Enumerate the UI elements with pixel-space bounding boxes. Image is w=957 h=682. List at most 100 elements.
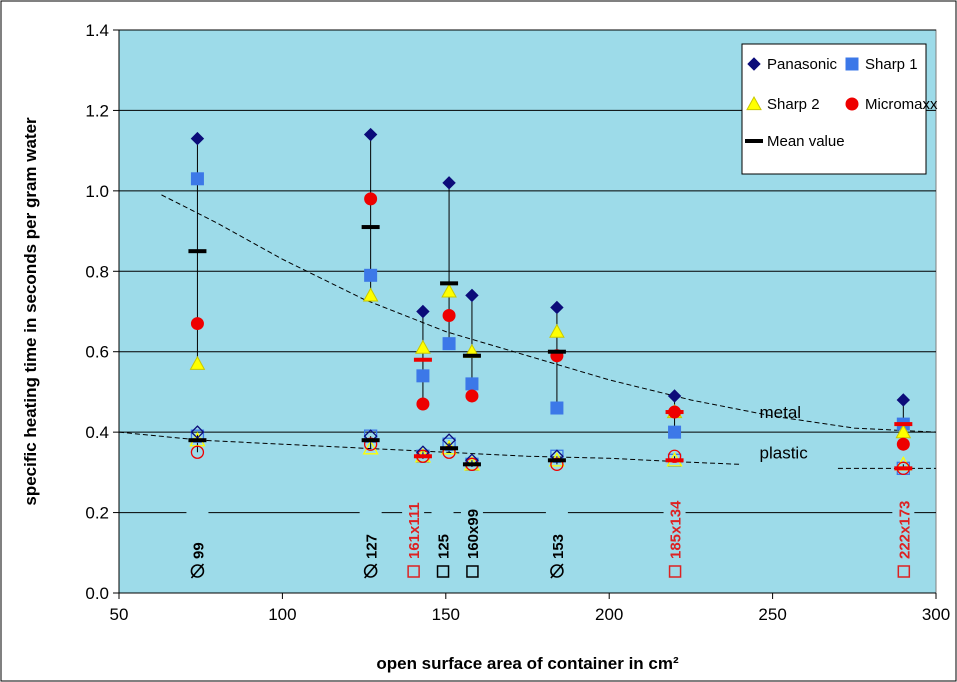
- container-square-icon: [466, 565, 479, 578]
- label-gap: [663, 510, 686, 516]
- x-tick-label: 200: [595, 605, 623, 624]
- grid-lines: [119, 29, 936, 514]
- label-gap: [460, 510, 483, 516]
- diameter-circle: [550, 564, 564, 578]
- legend-mean-marker: [745, 139, 763, 143]
- diameter-slash: [550, 563, 564, 579]
- y-axis-title: specific heating time in seconds per gra…: [21, 117, 40, 506]
- container-dimension-label: 153: [550, 534, 567, 559]
- trend-line: [161, 194, 937, 433]
- x-axis-title: open surface area of container in cm²: [376, 654, 679, 673]
- container-diameter-icon: [550, 563, 564, 579]
- y-tick-label: 1.2: [85, 101, 109, 120]
- y-tick-label: 1.0: [85, 182, 109, 201]
- plastic-mean-marker: [413, 454, 432, 459]
- plastic-mean-marker: [547, 458, 566, 463]
- container-diameter-icon: [363, 563, 378, 579]
- plastic-panasonic-marker: [190, 425, 205, 440]
- micromaxx-marker: [465, 389, 479, 403]
- container-dimension-label: 127: [364, 534, 381, 559]
- mean-marker: [188, 249, 207, 254]
- legend-sharp1-marker: [845, 57, 859, 71]
- container-square-icon: [897, 565, 911, 578]
- legend-label: Micromaxx: [865, 96, 938, 113]
- plastic-mean-marker: [894, 466, 913, 471]
- legend: Panasonic Sharp 1 Sharp 2 Micromaxx Mean val…: [741, 43, 938, 175]
- container-labels: 99 127 161x111 125 160x99 153 185x134 222x173: [186, 500, 915, 579]
- panasonic-marker: [442, 176, 456, 190]
- panasonic-marker: [190, 131, 205, 146]
- legend-item: Sharp 2: [746, 95, 820, 113]
- sharp1-marker: [416, 369, 430, 383]
- legend-micromaxx-marker: [845, 97, 859, 111]
- legend-label: Sharp 1: [865, 56, 918, 73]
- y-tick-label: 0.6: [85, 343, 109, 362]
- plastic-panasonic-marker: [442, 433, 456, 448]
- plastic-micromaxx-marker: [190, 445, 205, 459]
- legend-item: Panasonic: [747, 56, 838, 73]
- sharp2-marker: [441, 283, 457, 298]
- label-gap: [431, 510, 454, 516]
- container-square-icon: [668, 565, 682, 578]
- container-dimension-label: 185x134: [668, 500, 685, 559]
- panasonic-marker: [896, 393, 911, 407]
- sharp2-marker: [189, 355, 206, 370]
- plastic-mean-marker: [440, 446, 459, 451]
- micromaxx-marker: [190, 317, 204, 331]
- x-tick-label: 100: [268, 605, 296, 624]
- label-gap: [359, 510, 382, 516]
- micromaxx-marker: [442, 309, 456, 323]
- data-markers: [188, 127, 913, 475]
- trend-label: metal: [760, 403, 802, 422]
- container-dimension-label: 161x111: [406, 502, 423, 559]
- x-tick-label: 300: [922, 605, 950, 624]
- y-tick-label: 0.8: [85, 262, 109, 281]
- panasonic-marker: [363, 127, 378, 142]
- mean-marker: [462, 353, 481, 358]
- sharp1-marker: [364, 268, 378, 282]
- mean-marker: [361, 225, 380, 230]
- y-tick-label: 1.4: [85, 21, 109, 40]
- legend-panasonic-marker: [747, 57, 761, 71]
- label-gap: [545, 510, 568, 516]
- x-tick-label: 50: [110, 605, 129, 624]
- plastic-mean-marker: [361, 438, 380, 443]
- legend-sharp2-marker: [746, 95, 762, 111]
- micromaxx-marker: [896, 437, 910, 451]
- container-dimension-label: 125: [436, 534, 453, 559]
- x-tick-label: 150: [432, 605, 460, 624]
- panasonic-marker: [465, 288, 479, 303]
- label-gap: [892, 510, 915, 516]
- legend-item: Sharp 1: [845, 56, 918, 73]
- sharp1-marker: [668, 425, 682, 439]
- panasonic-marker: [667, 389, 682, 403]
- legend-box: [741, 43, 927, 175]
- trend-line: [118, 431, 740, 465]
- micromaxx-marker: [416, 397, 430, 411]
- mean-marker: [413, 357, 432, 362]
- diameter-slash: [190, 563, 205, 579]
- container-square-icon: [436, 565, 450, 578]
- panasonic-marker: [416, 304, 430, 319]
- legend-item: Mean value: [745, 133, 845, 150]
- container-dimension-label: 222x173: [896, 501, 913, 559]
- sharp2-marker: [549, 323, 565, 338]
- label-gap: [186, 510, 209, 516]
- mean-marker: [894, 422, 913, 427]
- mean-marker: [440, 281, 459, 286]
- container-diameter-icon: [190, 563, 205, 579]
- y-tick-label: 0.0: [85, 584, 109, 603]
- legend-label: Panasonic: [767, 56, 838, 73]
- plastic-mean-marker: [188, 438, 207, 443]
- x-tick-label: 250: [758, 605, 786, 624]
- y-tick-label: 0.2: [85, 504, 109, 523]
- panasonic-marker: [550, 300, 564, 315]
- mean-marker: [547, 349, 566, 354]
- sharp2-marker: [415, 339, 431, 354]
- label-gap: [402, 510, 425, 516]
- plastic-sharp2-marker: [362, 439, 379, 455]
- sharp1-marker: [465, 377, 479, 391]
- legend-label: Sharp 2: [767, 96, 820, 113]
